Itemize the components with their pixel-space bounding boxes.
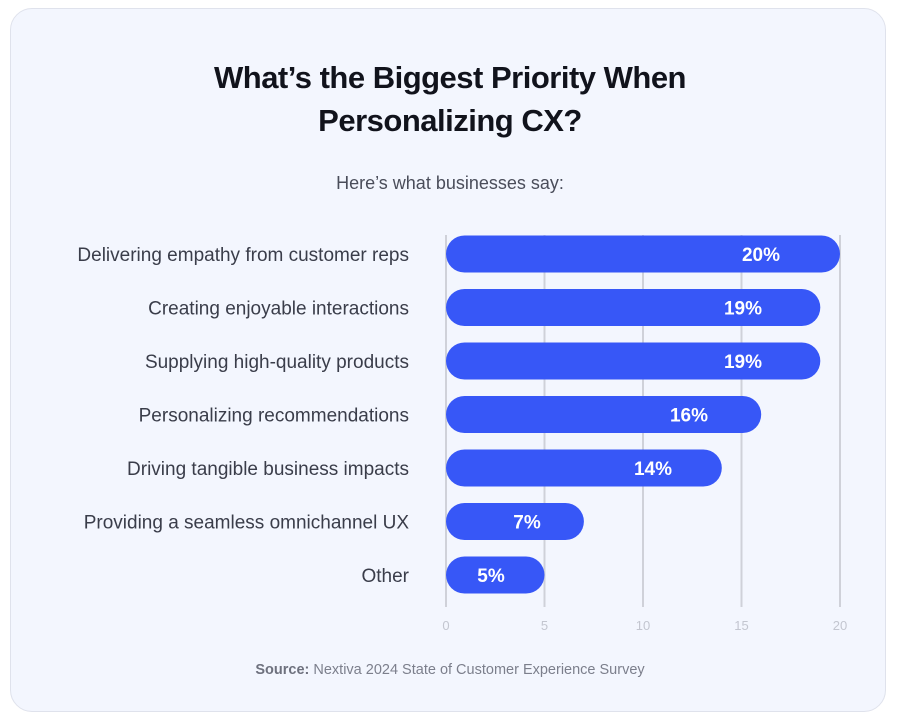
data-label: 7% bbox=[513, 513, 541, 534]
category-label: Supplying high-quality products bbox=[145, 352, 409, 373]
title-line-2: Personalizing CX? bbox=[318, 103, 582, 138]
data-label: 16% bbox=[670, 406, 708, 427]
bar bbox=[446, 396, 762, 433]
x-tick-label: 15 bbox=[734, 618, 748, 633]
bar bbox=[446, 235, 840, 273]
category-label: Other bbox=[361, 566, 409, 587]
category-label: Delivering empathy from customer reps bbox=[77, 245, 409, 266]
bar bbox=[446, 289, 821, 326]
data-label: 14% bbox=[634, 459, 672, 480]
data-label: 19% bbox=[724, 352, 762, 373]
x-tick-label: 0 bbox=[442, 618, 449, 633]
x-tick-label: 10 bbox=[636, 618, 650, 633]
category-label: Personalizing recommendations bbox=[139, 406, 409, 427]
category-label: Creating enjoyable interactions bbox=[148, 299, 409, 320]
bar bbox=[446, 503, 584, 540]
bar bbox=[446, 342, 821, 380]
source-note: Source: Nextiva 2024 State of Customer E… bbox=[0, 662, 900, 678]
x-tick-label: 5 bbox=[541, 618, 548, 633]
category-label: Driving tangible business impacts bbox=[127, 459, 409, 480]
category-label: Providing a seamless omnichannel UX bbox=[84, 513, 410, 534]
x-tick-label: 20 bbox=[833, 618, 847, 633]
source-text: Nextiva 2024 State of Customer Experienc… bbox=[313, 662, 645, 678]
bar bbox=[446, 556, 545, 594]
data-label: 5% bbox=[477, 566, 505, 587]
data-label: 19% bbox=[724, 299, 762, 320]
data-label: 20% bbox=[742, 245, 780, 266]
title-line-1: What’s the Biggest Priority When bbox=[214, 60, 687, 95]
source-label: Source: bbox=[255, 662, 310, 678]
bar bbox=[446, 449, 722, 487]
chart-subtitle: Here’s what businesses say: bbox=[336, 173, 564, 193]
chart-title: What’s the Biggest Priority When Persona… bbox=[0, 56, 900, 142]
